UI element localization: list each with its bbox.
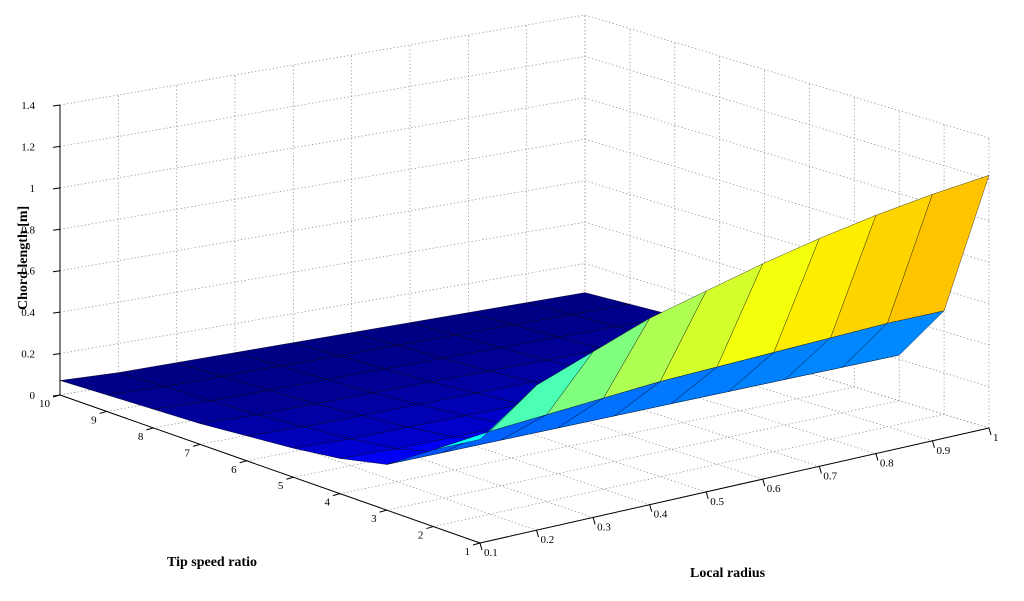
z-tick-mark [52,270,61,273]
x-tick-mark [705,491,709,500]
x-tick-label: 0.9 [936,445,950,457]
y-tick-mark [332,493,341,497]
z-tick-mark [52,145,61,148]
floor-grid-y [339,386,855,495]
back-grid-z [59,221,586,313]
floor-grid-y [386,400,900,511]
y-tick-mark [239,460,247,464]
x-tick-label: 0.2 [541,534,555,546]
x-tick-label: 0.6 [767,483,781,495]
y-tick-mark [192,443,201,447]
x-tick-mark [818,466,822,474]
x-tick-mark [988,427,992,436]
axis-lines [52,104,992,551]
x-tick-label: 0.4 [654,509,668,521]
z-tick-label: 0.8 [21,224,35,236]
z-tick-label: 0.2 [21,349,35,361]
y-axis-label: Tip speed ratio [167,555,257,570]
axis-labels: Local radius Tip speed ratio Chord lengt… [16,206,766,581]
z-tick-mark [52,353,61,356]
back-grid-z [59,180,586,272]
y-tick-label: 4 [325,497,331,509]
back-grid-z [59,56,586,147]
side-grid-z [584,56,990,180]
z-tick-label: 0.6 [21,266,35,278]
side-grid-z [584,14,990,139]
x-tick-label: 0.7 [823,470,837,482]
z-tick-mark [52,228,61,231]
z-tick-mark [52,187,61,190]
y-tick-mark [146,427,154,431]
x-tick-mark [931,440,935,448]
y-tick-label: 7 [185,447,191,459]
y-tick-mark [379,509,387,513]
surface-patch [887,174,990,324]
y-tick-label: 6 [231,464,237,476]
y-tick-mark [426,526,434,530]
y-tick-label: 1 [465,546,471,558]
x-axis-label: Local radius [690,566,766,581]
z-tick-label: 1.2 [21,141,35,153]
back-grid-z [59,138,586,230]
x-tick-mark [592,517,596,525]
y-tick-label: 8 [138,431,144,443]
x-tick-mark [536,530,540,538]
back-grid-z [59,263,586,354]
tick-labels: 0.10.20.30.40.50.60.70.80.91123456789100… [21,100,998,559]
floor-grid-x [293,354,707,493]
y-tick-mark [99,410,107,414]
back-grid-z [59,97,586,189]
x-tick-label: 0.3 [597,521,611,533]
x-tick-mark [875,453,879,461]
x-tick-label: 0.1 [484,547,498,559]
x-tick-label: 0.8 [880,458,894,470]
y-axis-line [59,394,481,544]
y-tick-label: 10 [39,398,51,410]
x-tick-mark [479,542,483,551]
y-tick-label: 9 [91,414,97,426]
z-tick-label: 1.4 [21,100,35,112]
z-tick-label: 0.4 [21,307,35,319]
z-tick-label: 1 [30,183,36,195]
y-tick-label: 3 [371,513,377,525]
back-grid-z [59,14,586,106]
z-tick-mark [52,104,61,107]
z-tick-mark [52,394,61,397]
x-tick-label: 1 [993,432,999,444]
y-tick-mark [286,476,294,480]
z-axis-label: Chord length [m] [16,206,31,310]
x-tick-mark [762,478,766,487]
y-tick-label: 5 [278,480,284,492]
z-tick-label: 0 [30,390,36,402]
z-tick-mark [52,311,61,314]
y-tick-label: 2 [418,530,424,542]
x-tick-label: 0.5 [710,496,724,508]
floor-grid-y [433,413,945,527]
x-axis-line [479,427,990,544]
x-tick-mark [649,504,653,512]
surface-mesh [59,174,990,465]
y-tick-mark [472,542,481,546]
